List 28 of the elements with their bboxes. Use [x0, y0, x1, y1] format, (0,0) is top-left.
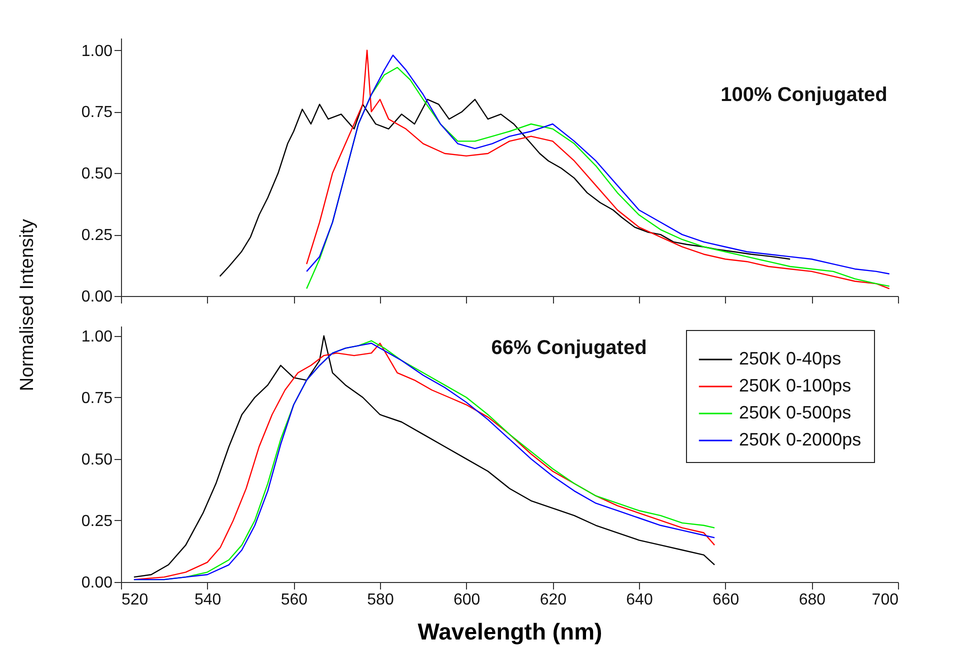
x-tick-label: 520: [122, 592, 148, 608]
y-tick-label: 0.75: [81, 104, 113, 122]
x-tick-label: 680: [798, 592, 826, 608]
annotation: 100% Conjugated: [720, 84, 888, 106]
x-tick-label: 700: [872, 592, 899, 608]
y-tick-label: 0.50: [81, 451, 113, 468]
y-tick-label: 0.50: [81, 166, 113, 183]
x-tick-label: 580: [367, 592, 394, 608]
x-tick-label: 640: [626, 592, 653, 608]
x-tick-label: 540: [194, 592, 222, 608]
y-tick-label: 0.00: [81, 288, 113, 306]
x-tick-label: 600: [453, 592, 480, 608]
annotation: 66% Conjugated: [491, 337, 647, 359]
y-tick-label: 1.00: [81, 328, 113, 346]
x-tick-label: 560: [280, 592, 308, 608]
y-tick-label: 0.25: [81, 512, 113, 530]
x-tick-label: 660: [712, 592, 740, 608]
y-tick-label: 1.00: [81, 42, 113, 60]
y-tick-label: 0.00: [81, 574, 113, 592]
legend-label: 250K 0-500ps: [739, 402, 852, 422]
legend-label: 250K 0-100ps: [739, 376, 852, 396]
y-tick-label: 0.25: [81, 227, 113, 244]
x-axis-title: Wavelength (nm): [418, 618, 602, 644]
y-tick-label: 0.75: [81, 390, 113, 407]
y-axis-title: Normalised Intensity: [17, 218, 39, 392]
legend-label: 250K 0-40ps: [739, 348, 842, 368]
legend-label: 250K 0-2000ps: [739, 430, 862, 450]
x-tick-label: 620: [540, 592, 567, 608]
